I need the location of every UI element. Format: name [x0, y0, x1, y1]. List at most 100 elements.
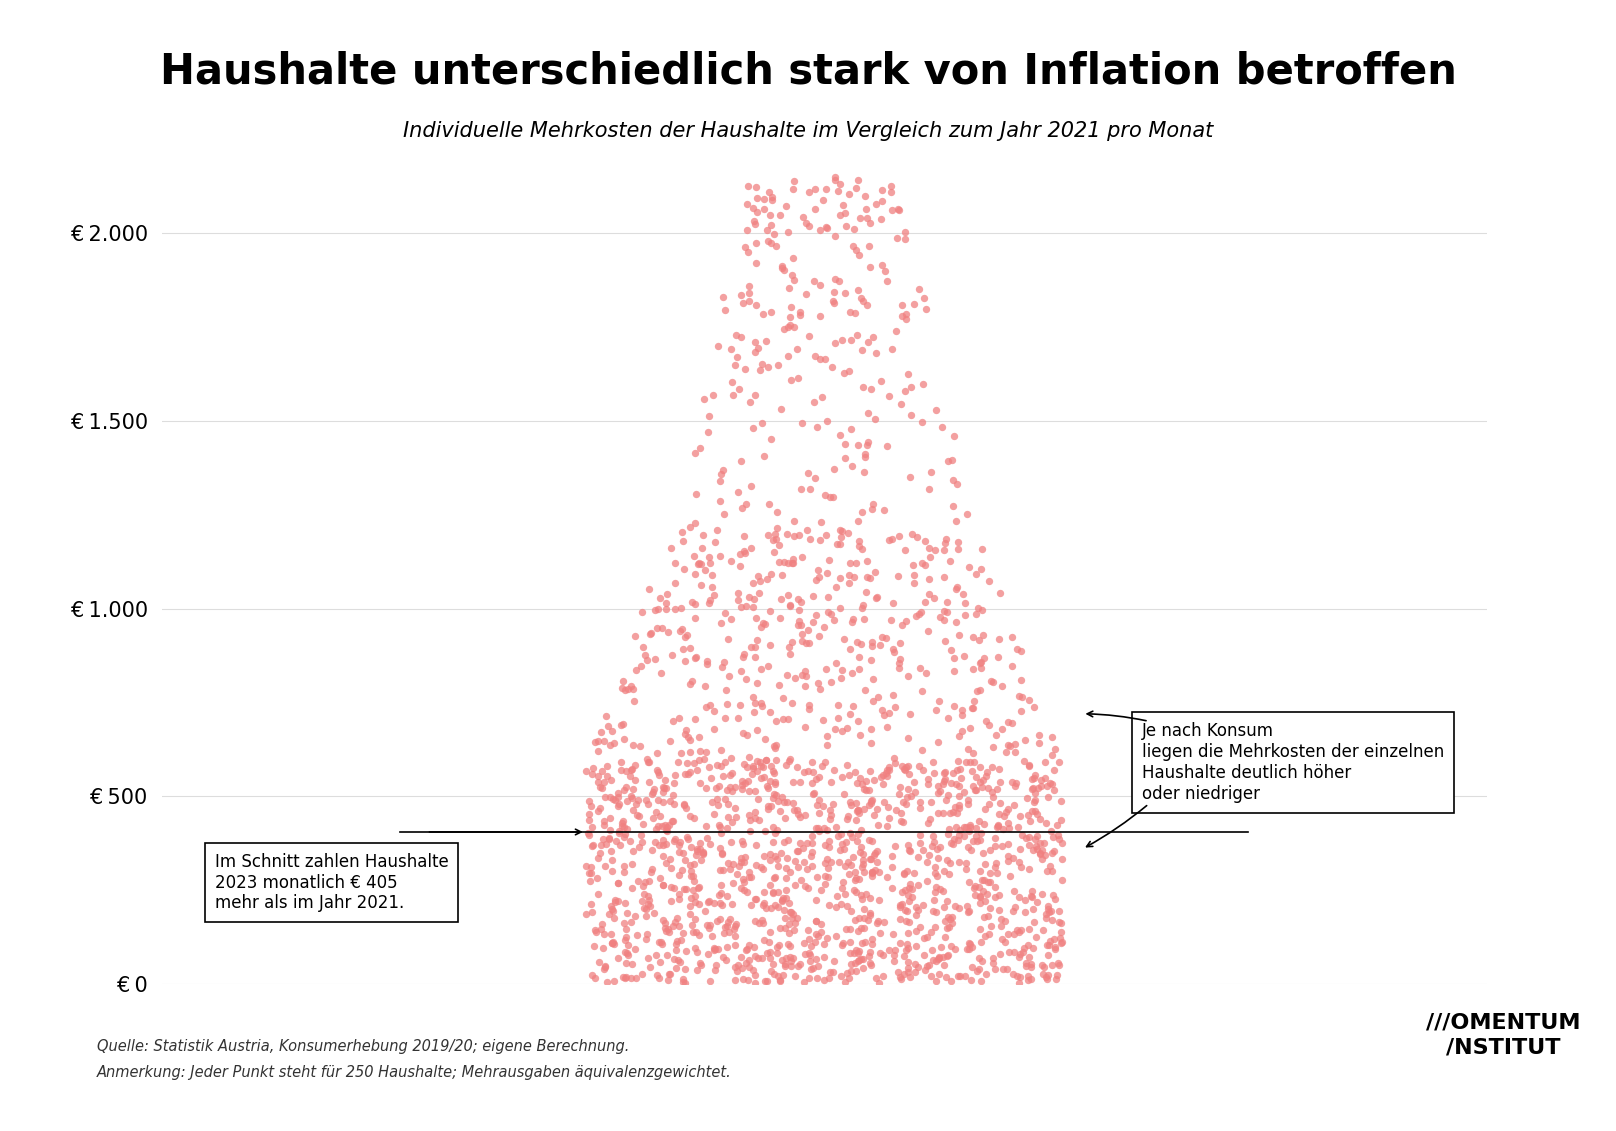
Point	[947, 627, 973, 645]
Point	[966, 772, 992, 791]
Point	[1033, 753, 1058, 771]
Point	[813, 929, 839, 947]
Point	[708, 741, 734, 759]
Point	[743, 674, 769, 692]
Point	[684, 840, 709, 858]
Point	[995, 713, 1021, 731]
Point	[635, 872, 661, 890]
Point	[695, 946, 721, 964]
Point	[847, 661, 873, 679]
Point	[745, 949, 771, 967]
Point	[1029, 965, 1055, 983]
Point	[608, 716, 633, 734]
Point	[921, 890, 947, 908]
Point	[845, 280, 871, 299]
Point	[742, 803, 768, 821]
Point	[902, 566, 928, 584]
Point	[987, 794, 1013, 812]
Point	[637, 774, 663, 792]
Point	[758, 234, 784, 252]
Point	[947, 826, 973, 844]
Point	[931, 898, 957, 916]
Point	[965, 962, 991, 981]
Point	[693, 698, 719, 716]
Point	[963, 768, 989, 786]
Point	[612, 955, 638, 973]
Point	[942, 613, 968, 631]
Point	[823, 578, 848, 596]
Point	[915, 813, 941, 831]
Point	[1015, 806, 1041, 824]
Point	[637, 580, 663, 598]
Point	[1037, 821, 1063, 839]
Point	[772, 908, 798, 926]
Point	[645, 620, 671, 638]
Point	[1036, 966, 1062, 984]
Point	[852, 188, 877, 206]
Point	[1025, 840, 1050, 858]
Point	[937, 552, 963, 570]
Point	[1002, 924, 1028, 942]
Point	[701, 587, 727, 605]
Point	[813, 180, 839, 198]
Point	[832, 284, 858, 302]
Point	[682, 443, 708, 461]
Point	[858, 930, 884, 948]
Point	[635, 887, 661, 905]
Point	[653, 922, 679, 940]
Point	[936, 946, 962, 964]
Point	[894, 912, 920, 930]
Point	[916, 770, 942, 788]
Point	[1018, 888, 1044, 906]
Point	[682, 887, 708, 905]
Point	[730, 881, 756, 899]
Point	[960, 628, 986, 646]
Point	[684, 943, 709, 961]
Point	[1016, 948, 1042, 966]
Point	[968, 653, 994, 671]
Point	[816, 964, 842, 982]
Point	[588, 921, 614, 939]
Point	[719, 763, 745, 782]
Point	[792, 676, 818, 694]
Point	[816, 897, 842, 915]
Point	[970, 952, 995, 970]
Point	[1049, 792, 1075, 810]
Text: Quelle: Statistik Austria, Konsumerhebung 2019/20; eigene Berechnung.: Quelle: Statistik Austria, Konsumerhebun…	[97, 1039, 629, 1054]
Point	[860, 692, 886, 710]
Point	[921, 864, 947, 882]
Point	[960, 777, 986, 795]
Point	[894, 901, 920, 920]
Point	[580, 836, 606, 854]
Point	[747, 361, 772, 379]
Point	[606, 949, 632, 967]
Point	[806, 792, 832, 810]
Point	[706, 547, 732, 566]
Point	[742, 648, 768, 666]
Point	[952, 783, 978, 801]
Point	[1002, 743, 1028, 761]
Point	[782, 511, 808, 529]
Point	[751, 893, 777, 912]
Point	[1020, 939, 1046, 957]
Text: Je nach Konsum
liegen die Mehrkosten der einzelnen
Haushalte deutlich höher
oder: Je nach Konsum liegen die Mehrkosten der…	[1143, 723, 1445, 803]
Point	[751, 847, 777, 865]
Point	[793, 860, 819, 878]
Point	[619, 789, 645, 808]
Point	[1025, 779, 1050, 797]
Point	[598, 841, 624, 860]
Point	[680, 866, 706, 884]
Point	[1025, 805, 1050, 823]
Point	[808, 915, 834, 933]
Point	[692, 561, 718, 579]
Point	[1046, 752, 1071, 770]
Point	[606, 796, 632, 814]
Point	[931, 765, 957, 783]
Point	[890, 864, 916, 882]
Point	[758, 566, 784, 584]
Point	[889, 616, 915, 634]
Point	[947, 967, 973, 985]
Point	[944, 579, 970, 597]
Point	[735, 284, 761, 302]
Point	[941, 662, 966, 680]
